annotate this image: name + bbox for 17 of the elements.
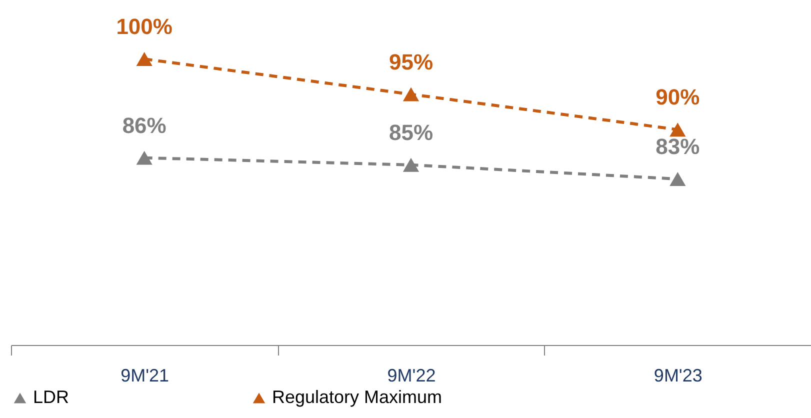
point <box>670 172 686 186</box>
data-label: 90% <box>656 84 700 110</box>
x-tick-label: 9M'23 <box>654 366 702 386</box>
legend-label: LDR <box>33 387 70 407</box>
point <box>670 122 686 137</box>
data-label: 86% <box>122 112 166 138</box>
data-label: 85% <box>388 120 434 145</box>
data-label: 83% <box>656 134 700 159</box>
x-tick-label: 9M'22 <box>387 366 436 386</box>
x-tick-label: 9M'21 <box>120 366 170 386</box>
legend-label: Regulatory Maximum <box>272 387 442 407</box>
point <box>402 87 420 102</box>
data-label: 95% <box>388 49 434 74</box>
point <box>136 150 152 165</box>
point <box>402 158 420 172</box>
point <box>136 52 152 66</box>
data-label: 100% <box>116 14 172 39</box>
